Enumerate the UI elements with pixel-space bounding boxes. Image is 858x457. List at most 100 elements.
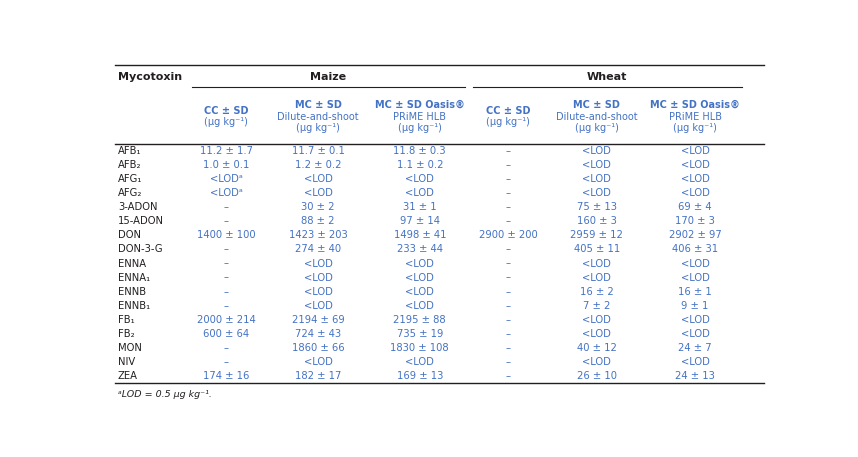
Text: 600 ± 64: 600 ± 64: [203, 329, 250, 339]
Text: <LOD: <LOD: [304, 259, 333, 269]
Text: 2959 ± 12: 2959 ± 12: [571, 230, 623, 240]
Text: 31 ± 1: 31 ± 1: [403, 202, 437, 212]
Text: <LOD: <LOD: [304, 174, 333, 184]
Text: 405 ± 11: 405 ± 11: [573, 244, 619, 255]
Text: –: –: [224, 343, 229, 353]
Text: MC ± SD: MC ± SD: [573, 100, 620, 110]
Text: 1423 ± 203: 1423 ± 203: [288, 230, 347, 240]
Text: 182 ± 17: 182 ± 17: [295, 371, 341, 381]
Text: <LOD: <LOD: [304, 272, 333, 282]
Text: 30 ± 2: 30 ± 2: [301, 202, 335, 212]
Text: 2902 ± 97: 2902 ± 97: [668, 230, 722, 240]
Text: –: –: [505, 272, 511, 282]
Text: (µg kg⁻¹): (µg kg⁻¹): [486, 117, 530, 128]
Text: –: –: [505, 202, 511, 212]
Text: <LOD: <LOD: [583, 188, 611, 198]
Text: 15-ADON: 15-ADON: [118, 216, 164, 226]
Text: –: –: [224, 216, 229, 226]
Text: <LOD: <LOD: [405, 188, 434, 198]
Text: DON: DON: [118, 230, 141, 240]
Text: <LOD: <LOD: [304, 301, 333, 311]
Text: 174 ± 16: 174 ± 16: [203, 371, 250, 381]
Text: 2194 ± 69: 2194 ± 69: [292, 315, 344, 325]
Text: 9 ± 1: 9 ± 1: [681, 301, 709, 311]
Text: 97 ± 14: 97 ± 14: [400, 216, 440, 226]
Text: –: –: [224, 202, 229, 212]
Text: ENNB₁: ENNB₁: [118, 301, 150, 311]
Text: –: –: [505, 315, 511, 325]
Text: 169 ± 13: 169 ± 13: [396, 371, 443, 381]
Text: 160 ± 3: 160 ± 3: [577, 216, 617, 226]
Text: –: –: [505, 301, 511, 311]
Text: 88 ± 2: 88 ± 2: [301, 216, 335, 226]
Text: <LOD: <LOD: [680, 357, 710, 367]
Text: ENNB: ENNB: [118, 287, 146, 297]
Text: 735 ± 19: 735 ± 19: [396, 329, 443, 339]
Text: MC ± SD Oasis®: MC ± SD Oasis®: [650, 100, 740, 110]
Text: <LOD: <LOD: [680, 315, 710, 325]
Text: 11.2 ± 1.7: 11.2 ± 1.7: [200, 146, 253, 156]
Text: CC ± SD: CC ± SD: [204, 106, 249, 116]
Text: <LOD: <LOD: [405, 259, 434, 269]
Text: 1860 ± 66: 1860 ± 66: [292, 343, 344, 353]
Text: 24 ± 13: 24 ± 13: [675, 371, 715, 381]
Text: (µg kg⁻¹): (µg kg⁻¹): [575, 123, 619, 133]
Text: Mycotoxin: Mycotoxin: [118, 72, 182, 82]
Text: <LOD: <LOD: [304, 357, 333, 367]
Text: <LOD: <LOD: [583, 160, 611, 170]
Text: (µg kg⁻¹): (µg kg⁻¹): [204, 117, 248, 128]
Text: 75 ± 13: 75 ± 13: [577, 202, 617, 212]
Text: 1.2 ± 0.2: 1.2 ± 0.2: [295, 160, 341, 170]
Text: Dilute-and-shoot: Dilute-and-shoot: [277, 112, 359, 122]
Text: 1830 ± 108: 1830 ± 108: [390, 343, 449, 353]
Text: <LOD: <LOD: [680, 160, 710, 170]
Text: 16 ± 2: 16 ± 2: [580, 287, 613, 297]
Text: –: –: [224, 272, 229, 282]
Text: 7 ± 2: 7 ± 2: [583, 301, 610, 311]
Text: 26 ± 10: 26 ± 10: [577, 371, 617, 381]
Text: 1498 ± 41: 1498 ± 41: [394, 230, 446, 240]
Text: –: –: [505, 343, 511, 353]
Text: <LOD: <LOD: [583, 357, 611, 367]
Text: –: –: [505, 216, 511, 226]
Text: AFG₁: AFG₁: [118, 174, 142, 184]
Text: MC ± SD: MC ± SD: [294, 100, 341, 110]
Text: 3-ADON: 3-ADON: [118, 202, 157, 212]
Text: ᵃLOD = 0.5 µg kg⁻¹.: ᵃLOD = 0.5 µg kg⁻¹.: [118, 389, 212, 399]
Text: <LOD: <LOD: [304, 188, 333, 198]
Text: AFB₁: AFB₁: [118, 146, 142, 156]
Text: –: –: [224, 259, 229, 269]
Text: CC ± SD: CC ± SD: [486, 106, 530, 116]
Text: <LOD: <LOD: [680, 259, 710, 269]
Text: 2195 ± 88: 2195 ± 88: [394, 315, 446, 325]
Text: –: –: [505, 174, 511, 184]
Text: –: –: [505, 287, 511, 297]
Text: 11.7 ± 0.1: 11.7 ± 0.1: [292, 146, 344, 156]
Text: <LOD: <LOD: [405, 287, 434, 297]
Text: 2900 ± 200: 2900 ± 200: [479, 230, 538, 240]
Text: ZEA: ZEA: [118, 371, 138, 381]
Text: (µg kg⁻¹): (µg kg⁻¹): [296, 123, 340, 133]
Text: <LOD: <LOD: [304, 287, 333, 297]
Text: <LOD: <LOD: [405, 357, 434, 367]
Text: –: –: [505, 244, 511, 255]
Text: <LOD: <LOD: [680, 146, 710, 156]
Text: –: –: [505, 371, 511, 381]
Text: –: –: [224, 244, 229, 255]
Text: NIV: NIV: [118, 357, 136, 367]
Text: PRiME HLB: PRiME HLB: [393, 112, 446, 122]
Text: 1.1 ± 0.2: 1.1 ± 0.2: [396, 160, 443, 170]
Text: <LOD: <LOD: [680, 272, 710, 282]
Text: 69 ± 4: 69 ± 4: [679, 202, 712, 212]
Text: –: –: [505, 259, 511, 269]
Text: –: –: [505, 146, 511, 156]
Text: 11.8 ± 0.3: 11.8 ± 0.3: [394, 146, 446, 156]
Text: 233 ± 44: 233 ± 44: [396, 244, 443, 255]
Text: –: –: [505, 160, 511, 170]
Text: Maize: Maize: [310, 72, 346, 82]
Text: <LOD: <LOD: [583, 174, 611, 184]
Text: DON-3-G: DON-3-G: [118, 244, 162, 255]
Text: 724 ± 43: 724 ± 43: [295, 329, 341, 339]
Text: 406 ± 31: 406 ± 31: [672, 244, 718, 255]
Text: –: –: [505, 357, 511, 367]
